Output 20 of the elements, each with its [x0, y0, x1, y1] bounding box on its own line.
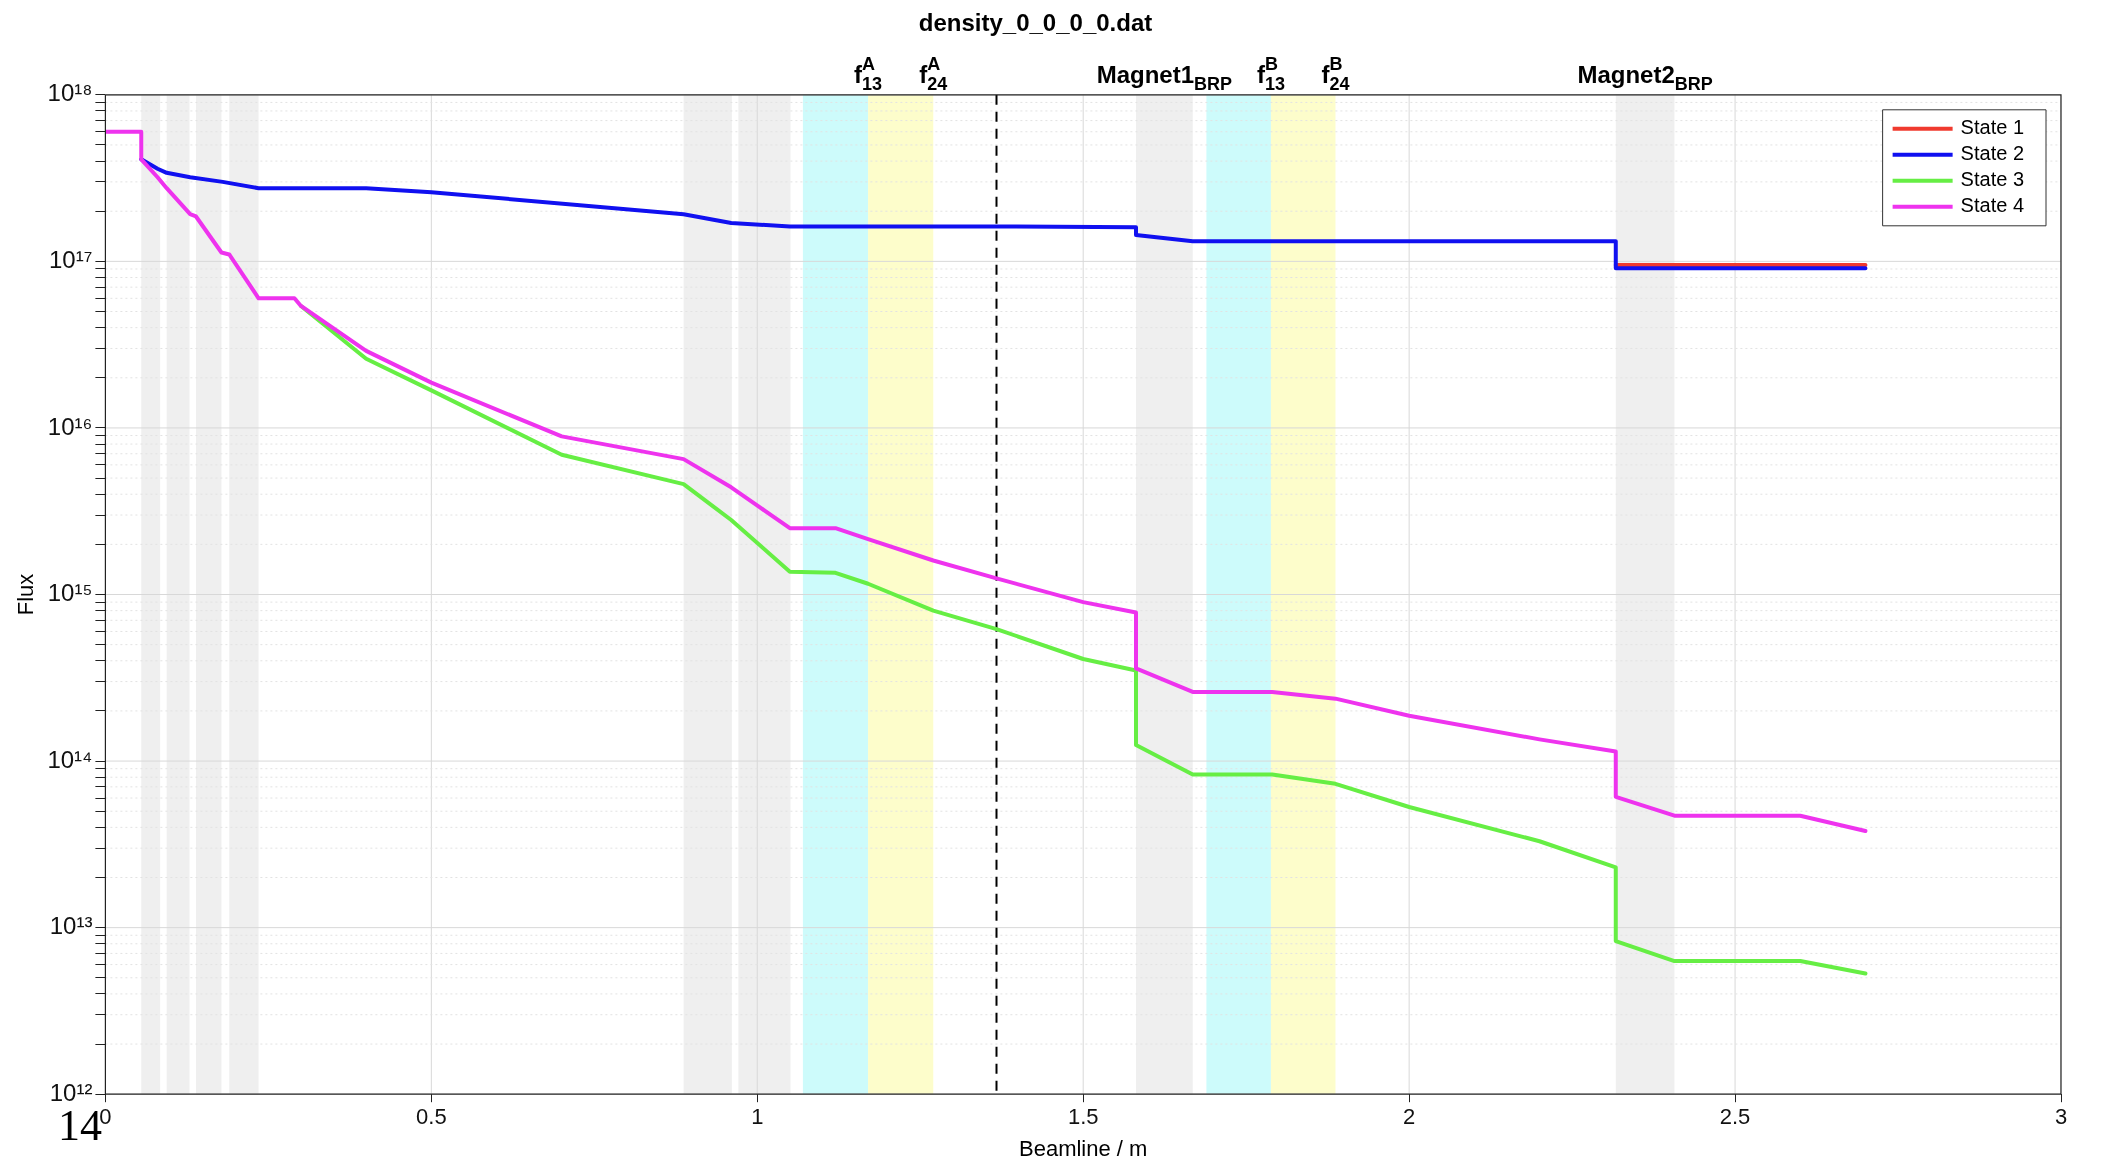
legend-label: State 3	[1960, 168, 2025, 191]
y-tick-label: 10¹⁴	[47, 745, 93, 773]
y-tick-label: 10¹⁶	[47, 412, 93, 440]
x-tick-label: 2	[1403, 1104, 1416, 1130]
chart-title: density_0_0_0_0.dat	[918, 9, 1153, 37]
y-tick-label: 10¹⁵	[47, 579, 93, 607]
legend-label: State 2	[1960, 142, 2025, 165]
y-tick-label: 10¹⁸	[47, 79, 93, 107]
x-axis-title: Beamline / m	[1019, 1135, 1148, 1161]
x-tick-label: 3	[2054, 1104, 2068, 1130]
x-tick-label: 1.5	[1067, 1104, 1099, 1130]
x-tick-label: 0.5	[416, 1104, 447, 1130]
y-axis-title: Flux	[13, 573, 39, 616]
legend-label: State 1	[1960, 116, 2025, 139]
x-tick-label: 2.5	[1719, 1104, 1751, 1130]
y-tick-label: 10¹³	[49, 912, 93, 940]
x-tick-label: 0	[99, 1104, 112, 1130]
y-tick-label: 10¹⁷	[49, 245, 93, 273]
legend-label: State 4	[1960, 194, 2025, 217]
x-tick-label: 1	[751, 1104, 764, 1130]
